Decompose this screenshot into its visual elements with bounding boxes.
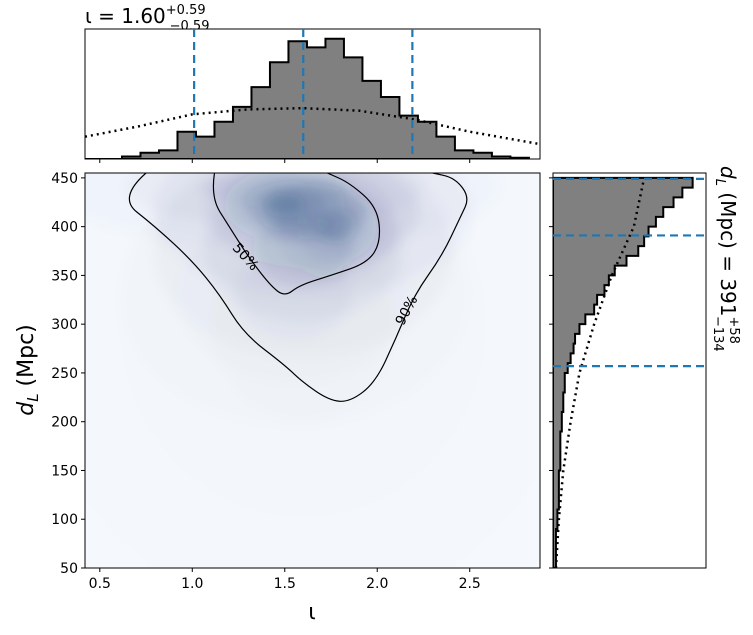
- y-tick-label: 200: [51, 415, 78, 431]
- right-title-base-sub: L: [712, 179, 727, 186]
- x-tick-label: 2.0: [366, 576, 388, 592]
- right-panel-title: dL (Mpc) = 391+58−134: [710, 166, 741, 352]
- y-axis-label-sub: L: [24, 393, 42, 401]
- y-axis-label: dL (Mpc): [14, 324, 42, 416]
- top-histogram: [85, 37, 530, 159]
- y-tick-label: 250: [51, 366, 78, 382]
- top-title-sup: +0.59: [166, 3, 206, 18]
- y-tick-label: 50: [60, 561, 78, 577]
- y-tick-label: 450: [51, 171, 78, 187]
- contour-50: [212, 173, 381, 295]
- right-title-sub: −134: [710, 316, 725, 352]
- y-tick-label: 400: [51, 220, 78, 236]
- x-tick-label: 1.5: [274, 576, 296, 592]
- density-blob: [253, 215, 354, 287]
- density-layer: [200, 173, 420, 287]
- right-histogram: [553, 176, 694, 568]
- right-title-base: d: [716, 166, 740, 179]
- main-density-panel: 50%90% 0.5 1.0 1.5 2.0 2.5 50100150200250300…: [51, 159, 553, 592]
- right-title-unit: (Mpc) = 391: [716, 186, 740, 317]
- y-tick-label: 300: [51, 317, 78, 333]
- x-tick-label: 1.0: [181, 576, 203, 592]
- y-tick-label: 350: [51, 268, 78, 284]
- x-tick-label: 2.5: [459, 576, 481, 592]
- x-tick-label: 0.5: [89, 576, 111, 592]
- top-title-base: ι = 1.60: [85, 4, 166, 28]
- y-tick-label: 150: [51, 463, 78, 479]
- right-title-sup: +58: [726, 317, 741, 344]
- top-marginal-panel: [84, 28, 541, 160]
- y-axis-label-unit: (Mpc): [14, 324, 39, 393]
- x-axis-label: ι: [308, 600, 315, 625]
- y-axis-label-main: d: [14, 401, 39, 416]
- y-tick-label: 100: [51, 512, 78, 528]
- density-blob: [200, 173, 351, 207]
- contour-90: [128, 173, 468, 402]
- right-marginal-panel: [552, 172, 707, 569]
